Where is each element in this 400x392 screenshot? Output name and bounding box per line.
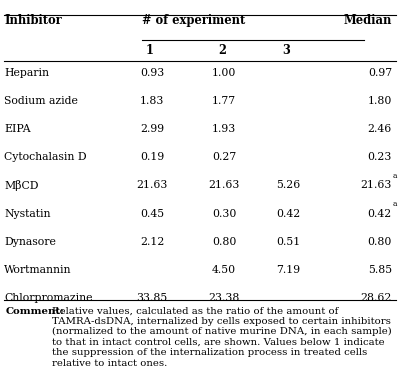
Text: 0.42: 0.42: [276, 209, 300, 219]
Text: 0.27: 0.27: [212, 152, 236, 162]
Text: Cytochalasin D: Cytochalasin D: [4, 152, 87, 162]
Text: a: a: [392, 172, 397, 180]
Text: Median: Median: [344, 14, 392, 27]
Text: 5.26: 5.26: [276, 180, 300, 191]
Text: 3: 3: [282, 44, 290, 58]
Text: 33.85: 33.85: [136, 293, 168, 303]
Text: 0.42: 0.42: [368, 209, 392, 219]
Text: 1: 1: [146, 44, 154, 58]
Text: MβCD: MβCD: [4, 180, 38, 191]
Text: a: a: [392, 200, 397, 208]
Text: 0.30: 0.30: [212, 209, 236, 219]
Text: Wortmannin: Wortmannin: [4, 265, 72, 275]
Text: 2: 2: [218, 44, 226, 58]
Text: Relative values, calculated as the ratio of the amount of TAMRA-dsDNA, internali: Relative values, calculated as the ratio…: [52, 307, 391, 368]
Text: 21.63: 21.63: [136, 180, 168, 191]
Text: 1.77: 1.77: [212, 96, 236, 106]
Text: Dynasore: Dynasore: [4, 237, 56, 247]
Text: 1.83: 1.83: [140, 96, 164, 106]
Text: Comment:: Comment:: [6, 307, 64, 316]
Text: 0.51: 0.51: [276, 237, 300, 247]
Text: 23.38: 23.38: [208, 293, 240, 303]
Text: Chlorpromazine: Chlorpromazine: [4, 293, 92, 303]
Text: Sodium azide: Sodium azide: [4, 96, 78, 106]
Text: 0.80: 0.80: [212, 237, 236, 247]
Text: Nystatin: Nystatin: [4, 209, 50, 219]
Text: 2.46: 2.46: [368, 124, 392, 134]
Text: 0.80: 0.80: [368, 237, 392, 247]
Text: Inhibitor: Inhibitor: [4, 14, 62, 27]
Text: 1.00: 1.00: [212, 67, 236, 78]
Text: 0.93: 0.93: [140, 67, 164, 78]
Text: 5.85: 5.85: [368, 265, 392, 275]
Text: Heparin: Heparin: [4, 67, 49, 78]
Text: 4.50: 4.50: [212, 265, 236, 275]
Text: 0.23: 0.23: [368, 152, 392, 162]
Text: EIPA: EIPA: [4, 124, 31, 134]
Text: 0.45: 0.45: [140, 209, 164, 219]
Text: 21.63: 21.63: [208, 180, 240, 191]
Text: # of experiment: # of experiment: [142, 14, 245, 27]
Text: 28.62: 28.62: [361, 293, 392, 303]
Text: 0.19: 0.19: [140, 152, 164, 162]
Text: 7.19: 7.19: [276, 265, 300, 275]
Text: 1.93: 1.93: [212, 124, 236, 134]
Text: 0.97: 0.97: [368, 67, 392, 78]
Text: 21.63: 21.63: [361, 180, 392, 191]
Text: 2.99: 2.99: [140, 124, 164, 134]
Text: 2.12: 2.12: [140, 237, 164, 247]
Text: 1.80: 1.80: [368, 96, 392, 106]
